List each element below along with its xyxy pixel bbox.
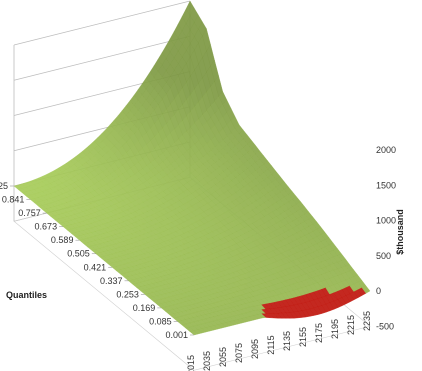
- gridline: [13, 0, 191, 46]
- year-tick-label: 2215: [346, 315, 356, 335]
- z-axis-ticks: 2000 1500 1000 500 0 -500: [376, 145, 396, 331]
- year-tick-label: 2115: [266, 335, 276, 354]
- z-tick-label: 0: [376, 286, 381, 296]
- year-tick-label: 2095: [250, 339, 260, 359]
- year-axis-ticks: 2015 2035 2055 2075 2095 2115 2135 2155 2175 2195…: [186, 311, 372, 371]
- quantile-tick-label: 0.589: [51, 235, 74, 245]
- year-tick-label: 2135: [282, 331, 292, 351]
- z-tick-label: -500: [376, 321, 394, 331]
- year-tick-label: 2075: [234, 343, 244, 363]
- year-tick-label: 2175: [314, 323, 324, 343]
- gridline: [13, 35, 191, 81]
- quantile-tick-label: 0.001: [165, 330, 188, 340]
- z-tick-label: 500: [376, 251, 391, 261]
- z-tick-label: 1500: [376, 180, 396, 190]
- year-tick-label: 2055: [218, 347, 228, 367]
- quantile-tick-label: 0.421: [84, 262, 107, 272]
- quantile-tick-label: 0.925: [0, 181, 8, 191]
- quantile-tick-label: 0.085: [149, 316, 172, 326]
- z-tick-label: 2000: [376, 145, 396, 155]
- year-tick-label: 2035: [202, 351, 212, 371]
- quantile-tick-label: 0.505: [67, 249, 90, 259]
- year-tick-label: 2235: [362, 311, 372, 331]
- year-tick-label: 2015: [186, 355, 196, 371]
- z-axis-title: $thousand: [395, 209, 405, 255]
- z-tick-label: 1000: [376, 216, 396, 226]
- quantile-tick-label: 0.253: [116, 289, 139, 299]
- quantile-tick-label: 0.841: [2, 195, 25, 205]
- year-tick-label: 2155: [298, 327, 308, 347]
- surface-plot: [13, 0, 371, 336]
- quantile-tick-label: 0.337: [100, 276, 123, 286]
- surface-patch: [361, 285, 371, 294]
- quantile-axis-ticks: 0.925 0.841 0.757 0.673 0.589 0.505 0.421 0.337…: [0, 181, 194, 340]
- quantile-tick-label: 0.169: [133, 303, 156, 313]
- quantile-tick-label: 0.757: [18, 208, 41, 218]
- year-tick-label: 2195: [330, 319, 340, 339]
- quantile-tick-label: 0.673: [35, 222, 58, 232]
- quantile-axis-title: Quantiles: [6, 290, 47, 300]
